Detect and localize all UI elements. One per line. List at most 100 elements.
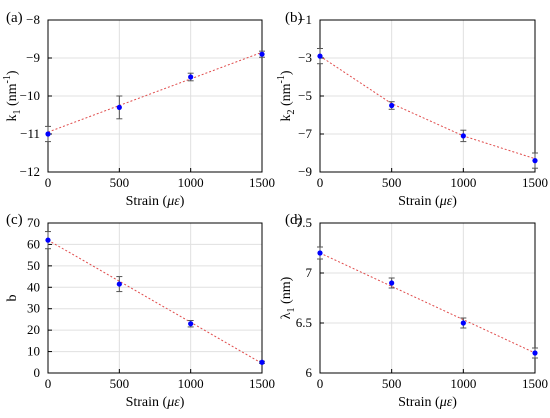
data-point	[116, 281, 122, 287]
x-tick-label: 1500	[249, 175, 275, 190]
fit-line	[319, 55, 536, 160]
y-tick-label: 7.5	[296, 215, 312, 230]
y-tick-label: −11	[20, 126, 40, 141]
y-tick-label: 20	[27, 322, 40, 337]
x-tick-label: 500	[110, 175, 130, 190]
y-axis-label-symbol: b	[5, 295, 20, 302]
y-axis-label: λ1 (nm)	[279, 276, 297, 319]
x-axis-label-unit: με	[166, 194, 180, 209]
y-axis-label-close: )	[5, 70, 20, 75]
y-tick-label: −3	[298, 50, 312, 65]
x-tick-label: 1500	[249, 376, 275, 391]
x-tick-label: 500	[382, 175, 402, 190]
y-axis-label-close: )	[279, 70, 294, 75]
x-axis-label-text: Strain (	[398, 395, 440, 410]
x-tick-label: 1000	[450, 376, 476, 391]
x-axis-label-text: Strain (	[398, 194, 440, 209]
axes-frame	[47, 222, 263, 374]
y-tick-label: 40	[27, 279, 40, 294]
x-axis-label-close: )	[180, 194, 185, 209]
y-axis-label: b	[5, 295, 20, 302]
axes-frame	[319, 222, 536, 374]
data-point	[188, 74, 194, 80]
x-axis-label-close: )	[452, 194, 457, 209]
x-axis-label: Strain (με)	[126, 395, 185, 410]
y-axis-label-subscript: 1	[286, 307, 297, 312]
y-tick-label: 50	[27, 258, 40, 273]
y-axis-label-symbol: k	[279, 115, 294, 122]
y-axis-label-subscript: 1	[12, 110, 23, 115]
x-axis-label: Strain (με)	[398, 395, 457, 410]
y-tick-label: −9	[298, 164, 312, 179]
y-tick-label: 7	[306, 265, 313, 280]
chart-panel-1: 0 500 1000 1500−12−11−10−9−8(a)Strain (με)k…	[2, 10, 275, 209]
x-axis-label: Strain (με)	[398, 194, 457, 209]
x-tick-label: 1000	[450, 175, 476, 190]
panel-label: (b)	[285, 10, 303, 26]
y-tick-label: −5	[298, 88, 312, 103]
y-axis-label-unit: (nm	[279, 83, 294, 109]
y-tick-label: 6.5	[296, 315, 312, 330]
x-tick-label: 0	[317, 175, 324, 190]
data-point	[45, 131, 51, 137]
x-axis-label-close: )	[452, 395, 457, 410]
data-point	[45, 237, 51, 243]
y-tick-label: 0	[34, 365, 41, 380]
data-point	[532, 350, 538, 356]
chart-panel-4: 0 500 1000 1500 6 6.5 7 7.5(d) Strain (με) λ1 (nm…	[279, 212, 548, 410]
x-tick-label: 1500	[522, 175, 548, 190]
y-axis-label-symbol: λ	[279, 312, 294, 319]
fit-line	[47, 51, 263, 133]
y-tick-label: 60	[27, 236, 40, 251]
y-tick-label: −10	[20, 88, 40, 103]
chart-panel-2: 0 500 1000 1500−9−7−5−3−1(b)Strain (με)k2 (…	[276, 10, 548, 209]
y-tick-label: −9	[26, 50, 40, 65]
y-axis-label: k1 (nm-1)	[2, 70, 23, 121]
data-point	[389, 102, 395, 109]
x-axis-label-text: Strain (	[126, 395, 168, 410]
data-point	[389, 280, 395, 286]
y-axis-label: k2 (nm-1)	[276, 70, 297, 121]
data-point	[259, 51, 265, 57]
x-tick-label: 1500	[522, 376, 548, 391]
y-tick-label: 30	[27, 301, 40, 316]
y-axis-label-exponent: -1	[2, 75, 13, 83]
data-point	[317, 53, 323, 59]
x-tick-label: 0	[45, 175, 52, 190]
x-axis-label-close: )	[180, 395, 185, 410]
y-axis-label-unit: (nm)	[279, 276, 294, 307]
chart-panel-3: 0 500 1000 1500 0 10 20 30 40 50 60 70 (c) Strain (με…	[5, 212, 275, 410]
fit-line	[47, 239, 263, 364]
x-tick-label: 1000	[178, 376, 204, 391]
data-point	[188, 321, 194, 327]
data-point	[460, 133, 466, 139]
data-point	[317, 250, 323, 256]
x-axis-label-unit: με	[439, 194, 453, 209]
y-tick-label: 6	[306, 365, 313, 380]
y-axis-label-subscript: 2	[286, 110, 297, 115]
x-axis-label: Strain (με)	[126, 194, 185, 209]
fit-line	[319, 252, 536, 354]
x-tick-label: 1000	[178, 175, 204, 190]
y-tick-label: 70	[27, 215, 40, 230]
panel-label: (a)	[6, 10, 23, 26]
x-tick-label: 0	[317, 376, 324, 391]
data-point	[460, 320, 466, 326]
x-axis-label-unit: με	[166, 395, 180, 410]
y-tick-label: −1	[298, 12, 312, 27]
y-tick-label: 10	[27, 344, 40, 359]
x-tick-label: 500	[110, 376, 130, 391]
data-point	[116, 104, 122, 110]
y-axis-label-symbol: k	[5, 115, 20, 122]
x-tick-label: 0	[45, 376, 52, 391]
y-axis-label-unit: (nm	[5, 83, 20, 109]
y-tick-label: −7	[298, 126, 312, 141]
panel-label: (d)	[285, 212, 303, 228]
y-tick-label: −8	[26, 12, 40, 27]
x-axis-label-text: Strain (	[126, 194, 168, 209]
x-axis-label-unit: με	[439, 395, 453, 410]
y-axis-label-exponent: -1	[276, 75, 287, 83]
x-tick-label: 500	[382, 376, 402, 391]
data-point	[259, 359, 265, 365]
